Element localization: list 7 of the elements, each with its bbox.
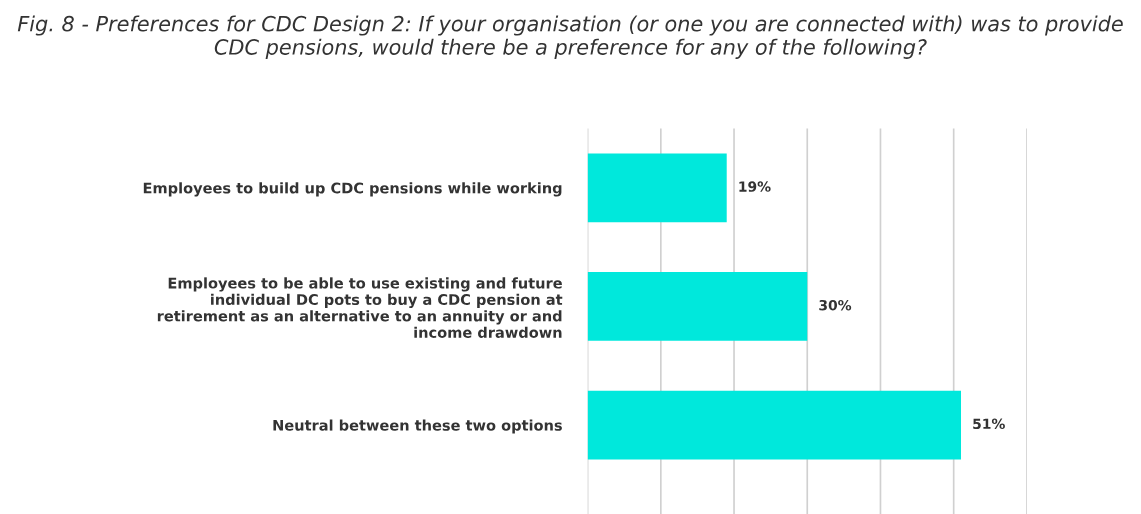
data-label: 51% (973, 418, 1005, 430)
y-tick-label: Employees to build up CDC pensions while working (143, 182, 562, 197)
y-tick-label: Neutral between these two options (273, 419, 562, 434)
chart-title: Fig. 8 - Preferences for CDC Design 2: If your organisation (or one you are connected with) was to provide CDC pensions, would there be a preference for any of the following? (17, 15, 1123, 59)
data-label: 19% (739, 181, 771, 192)
data-label: 30% (819, 299, 852, 311)
y-tick-label: Employees to be able to use existing and future individual DC pots to buy a CDC pension at retirement as an alternative to an annuity or and income drawdown (157, 277, 563, 338)
